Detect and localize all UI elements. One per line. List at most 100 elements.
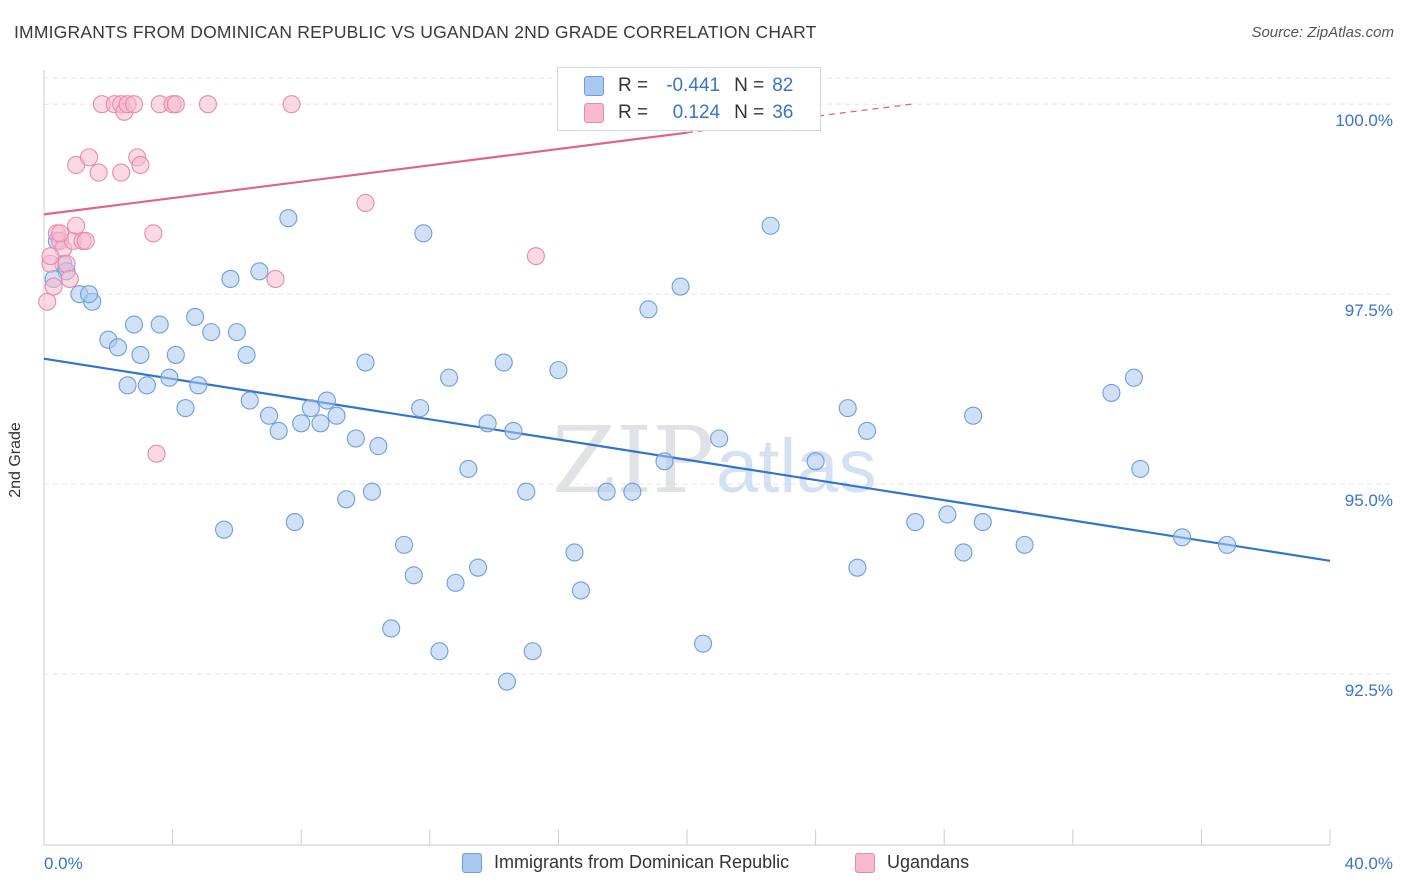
r-value-pink: 0.124 (672, 102, 721, 123)
blue-data-point (964, 406, 983, 425)
tick-label-layer: 92.5% 95.0% 97.5% 100.0% 0.0% 40.0% (44, 111, 1393, 873)
axis-layer (43, 70, 1331, 846)
legend-item-ugandans[interactable]: Ugandans (855, 852, 969, 873)
legend-item-dominican[interactable]: Immigrants from Dominican Republic (462, 852, 789, 873)
pink-data-point (166, 95, 185, 114)
pink-data-point (144, 224, 163, 243)
blue-data-point (494, 353, 513, 372)
blue-data-point (227, 323, 246, 342)
blue-data-point (806, 452, 825, 471)
n-label: N = (734, 102, 765, 123)
r-label: R = (618, 102, 649, 123)
r-label: R = (618, 75, 649, 96)
blue-data-point (1218, 535, 1237, 554)
blue-data-point (131, 345, 150, 364)
blue-data-point (430, 642, 449, 661)
blue-data-point (517, 482, 536, 501)
x-tick-label-max: 40.0% (1345, 854, 1393, 873)
chart-title: IMMIGRANTS FROM DOMINICAN REPUBLIC VS UG… (14, 22, 817, 42)
blue-data-point (311, 414, 330, 433)
blue-data-point (848, 558, 867, 577)
blue-data-point (124, 315, 144, 334)
y-axis-label: 2nd Grade (7, 422, 24, 498)
blue-data-point (356, 353, 375, 372)
blue-data-point (857, 421, 877, 440)
legend-label-ugandans: Ugandans (887, 852, 970, 872)
stats-legend: R = -0.441 N = 82 R = 0.124 N = 36 (557, 67, 821, 131)
blue-data-point (189, 376, 208, 395)
pink-data-point (131, 155, 150, 175)
blue-data-point (137, 376, 156, 395)
pink-data-point (76, 231, 95, 251)
blue-data-point (761, 216, 780, 235)
blue-data-point (954, 543, 973, 562)
stats-legend-row-blue: R = -0.441 N = 82 (584, 73, 793, 99)
blue-swatch-icon (462, 852, 482, 873)
pink-data-point (356, 193, 375, 213)
pink-data-point (198, 95, 218, 114)
blue-data-point (214, 520, 234, 539)
blue-data-point (202, 323, 221, 342)
blue-data-point (549, 361, 568, 380)
pink-data-point (41, 247, 60, 266)
blue-data-point (150, 315, 169, 334)
pink-swatch-icon (855, 852, 875, 873)
blue-data-point (497, 672, 517, 691)
blue-data-point (411, 399, 430, 418)
blue-data-point (1124, 368, 1143, 387)
blue-data-point (504, 421, 523, 440)
pink-data-point (147, 444, 166, 463)
blue-data-point (369, 437, 388, 456)
blue-data-point (362, 482, 381, 501)
source-label: Source: ZipAtlas.com (1251, 24, 1394, 41)
n-value-pink: 36 (772, 102, 794, 123)
points-layer (38, 95, 1237, 691)
pink-data-point (282, 95, 301, 114)
blue-data-point (250, 262, 269, 281)
pink-data-point (112, 163, 131, 182)
blue-data-point (906, 513, 925, 532)
x-tick-label-min: 0.0% (44, 854, 83, 873)
pink-data-point (526, 247, 545, 266)
blue-data-point (285, 513, 304, 532)
blue-data-point (79, 285, 99, 304)
blue-data-point (838, 399, 857, 418)
blue-data-point (237, 345, 256, 364)
pink-swatch-icon (584, 103, 604, 123)
blue-data-point (259, 406, 279, 425)
stats-legend-row-pink: R = 0.124 N = 36 (584, 100, 793, 126)
blue-trend-line (43, 357, 1331, 562)
blue-data-point (346, 429, 365, 448)
blue-data-point (597, 482, 616, 501)
blue-data-point (710, 429, 729, 448)
blue-data-point (404, 566, 423, 585)
r-value-blue: -0.441 (666, 75, 721, 96)
pink-data-point (60, 269, 79, 288)
blue-data-point (623, 482, 642, 501)
pink-data-point (124, 95, 144, 114)
blue-data-point (440, 368, 459, 387)
blue-data-point (565, 543, 584, 562)
blue-data-point (395, 535, 414, 554)
blue-swatch-icon (584, 76, 604, 96)
blue-data-point (446, 573, 465, 592)
blue-data-point (478, 414, 497, 433)
blue-data-point (166, 345, 185, 364)
blue-data-point (176, 399, 195, 418)
watermark-atlas: atlas (716, 424, 877, 509)
pink-data-point (89, 163, 108, 182)
grid-layer (44, 77, 1390, 675)
blue-data-point (301, 399, 320, 418)
n-label: N = (734, 75, 765, 96)
blue-data-point (327, 406, 346, 425)
y-tick-label: 95.0% (1345, 491, 1393, 510)
blue-data-point (240, 391, 259, 410)
pink-data-point (51, 224, 70, 243)
pink-data-point (67, 216, 86, 235)
blue-data-point (292, 414, 311, 433)
blue-data-point (671, 277, 690, 296)
y-tick-label: 100.0% (1335, 111, 1393, 130)
pink-data-point (57, 254, 76, 273)
blue-data-point (1173, 528, 1192, 547)
